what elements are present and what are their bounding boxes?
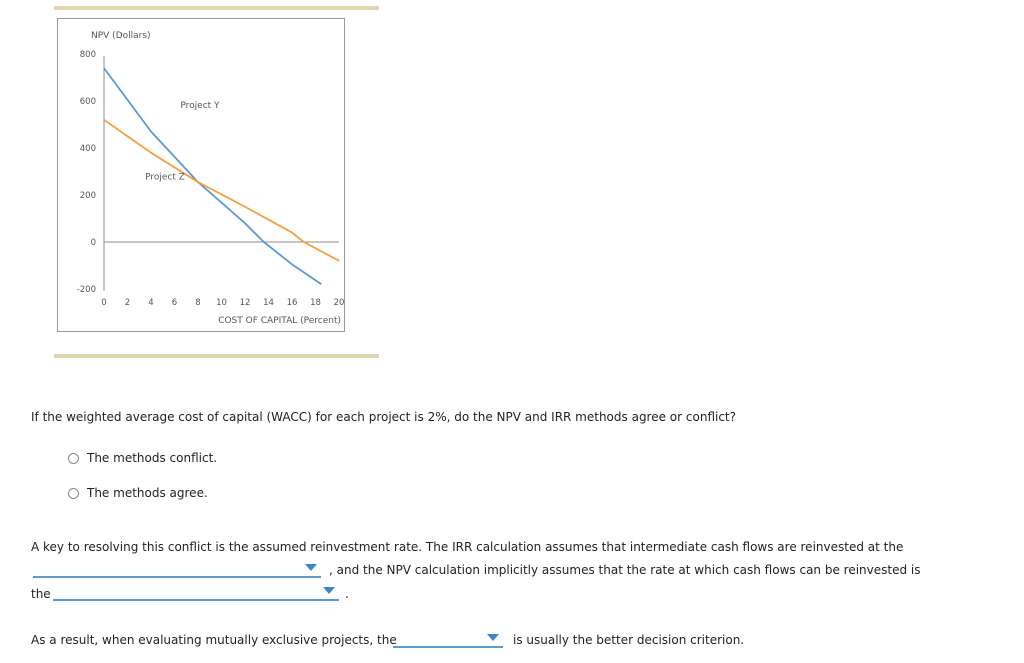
radio-button[interactable] [68,452,79,464]
y-tick-label: 200 [80,191,96,201]
bottom-divider [54,354,379,358]
chart-plot: NPV (Dollars) 800 600 400 200 0 -200 0 2 4 6 8 10 1… [77,31,345,326]
reinvestment-text-the: the [31,587,51,601]
conclusion-text-after: is usually the better decision criterion… [513,633,745,647]
series-line-project-y [103,67,322,286]
x-tick-label: 20 [334,298,345,308]
x-tick-label: 12 [240,298,251,308]
y-tick-label: 800 [80,50,96,60]
option-label: The methods agree. [87,486,208,500]
conclusion-text-before: As a result, when evaluating mutually ex… [31,633,397,647]
option-methods-conflict[interactable]: The methods conflict. [68,451,217,465]
question-wacc-text: If the weighted average cost of capital … [31,410,737,424]
reinvestment-text-line2: , and the NPV calculation implicitly ass… [329,563,921,577]
x-tick-label: 18 [310,298,321,308]
y-tick-label: 0 [91,238,96,248]
chevron-down-icon [487,634,499,641]
y-axis-ticks: 800 600 400 200 0 -200 [77,50,96,295]
reinvestment-text-line1: A key to resolving this conflict is the … [31,540,904,554]
x-axis-ticks: 0 2 4 6 8 10 12 14 16 18 20 [101,298,344,308]
top-divider [54,6,379,10]
chevron-down-icon [305,564,317,571]
better-criterion-dropdown[interactable] [393,632,503,648]
x-tick-label: 2 [125,298,130,308]
y-axis-label: NPV (Dollars) [91,31,151,41]
option-label: The methods conflict. [87,451,218,465]
x-axis-label: COST OF CAPITAL (Percent) [218,316,341,326]
y-tick-label: 600 [80,97,96,107]
series-lines [103,67,340,286]
reinvestment-text-period: . [345,587,349,601]
x-tick-label: 16 [287,298,298,308]
series-label: Project Z [145,173,185,183]
x-tick-label: 10 [216,298,227,308]
series-line-project-z [103,119,340,262]
x-tick-label: 8 [195,298,200,308]
option-methods-agree[interactable]: The methods agree. [68,486,208,500]
x-tick-label: 0 [101,298,106,308]
npv-reinvestment-rate-dropdown[interactable] [53,585,339,601]
series-labels: Project Y Project Z [145,101,220,183]
x-tick-label: 4 [148,298,153,308]
y-tick-label: 400 [80,144,96,154]
x-tick-label: 6 [172,298,177,308]
radio-button[interactable] [68,487,79,499]
chevron-down-icon [323,587,335,594]
npv-profile-chart: NPV (Dollars) 800 600 400 200 0 -200 0 2 4 6 8 10 1… [57,18,345,332]
y-tick-label: -200 [77,285,96,295]
irr-reinvestment-rate-dropdown[interactable] [33,562,321,578]
x-tick-label: 14 [263,298,274,308]
series-label: Project Y [180,101,220,111]
